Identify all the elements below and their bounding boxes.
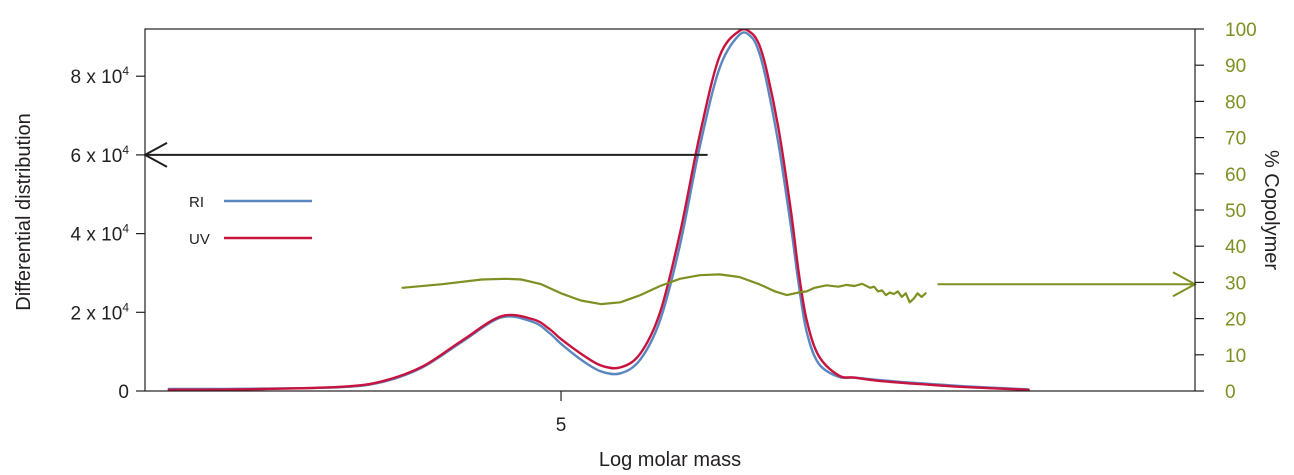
y2-axis-label: % Copolymer [1260, 150, 1282, 270]
right-axis-arrow [937, 271, 1198, 298]
y-tick-label: 8 x 104 [71, 64, 130, 88]
y2-tick-label: 0 [1225, 382, 1236, 403]
y2-tick-label: 90 [1225, 56, 1246, 77]
y-axis-label: Differential distribution [13, 113, 35, 311]
uv-series-line [167, 29, 1030, 391]
y2-tick-label: 50 [1225, 201, 1246, 222]
y2-tick-label: 100 [1225, 20, 1257, 41]
y2-tick-label: 40 [1225, 237, 1246, 258]
legend-item-uv: UV [189, 231, 312, 248]
left-axis-arrow [142, 142, 708, 168]
y2-tick-label: 70 [1225, 129, 1246, 150]
x-axis-label: Log molar mass [599, 449, 741, 471]
y-tick-label: 4 x 104 [71, 222, 130, 246]
y2-tick-label: 60 [1225, 165, 1246, 186]
y-tick-label: 6 x 104 [71, 143, 130, 167]
legend-label: UV [189, 231, 210, 248]
ri-series-line [167, 31, 1030, 391]
y-tick-label: 0 [118, 382, 129, 403]
x-tick-label: 5 [556, 415, 567, 436]
legend-label: RI [189, 194, 204, 211]
y-tick-label: 2 x 104 [71, 300, 130, 324]
copolymer-series-line [401, 273, 927, 306]
legend-item-ri: RI [189, 194, 312, 211]
y2-tick-label: 10 [1225, 346, 1246, 367]
y2-tick-label: 30 [1225, 273, 1246, 294]
y2-tick-label: 80 [1225, 92, 1246, 113]
y2-tick-label: 20 [1225, 310, 1246, 331]
plot-frame [144, 28, 1196, 392]
